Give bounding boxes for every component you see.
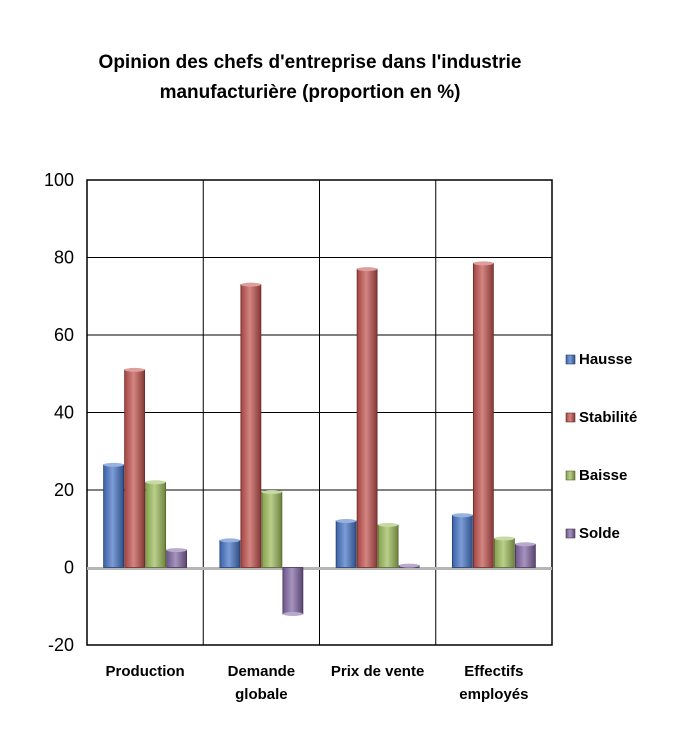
- bar-cap: [378, 522, 399, 527]
- bar-stabilité: [240, 284, 262, 568]
- y-tick-label: 20: [54, 480, 74, 500]
- legend: Hausse Stabilité Baisse Solde: [565, 351, 637, 542]
- bar-cap: [166, 548, 187, 553]
- bar-cap: [452, 513, 473, 518]
- bar-cap: [494, 536, 515, 541]
- legend-swatch: [565, 354, 576, 365]
- x-category-label: employés: [459, 686, 528, 703]
- bar-baisse: [145, 481, 167, 568]
- legend-swatch: [565, 528, 576, 539]
- legend-label: Baisse: [579, 467, 627, 484]
- bar-hausse: [219, 539, 241, 568]
- chart-title: Opinion des chefs d'entreprise dans l'in…: [0, 48, 620, 108]
- bar-baisse: [377, 524, 399, 568]
- bar-cap: [261, 489, 282, 494]
- x-category-label: Effectifs: [464, 663, 523, 680]
- y-tick-label: 0: [64, 558, 74, 578]
- bar-cap: [124, 367, 145, 372]
- bar-cap: [399, 563, 420, 568]
- bar-hausse: [451, 514, 473, 568]
- x-category-label: Prix de vente: [331, 663, 424, 680]
- bar-cap: [336, 519, 357, 523]
- bar-cap: [145, 480, 166, 485]
- legend-label: Hausse: [579, 351, 632, 368]
- bar-hausse: [335, 520, 357, 568]
- y-tick-label: 40: [54, 403, 74, 423]
- bar-cap: [219, 538, 240, 543]
- bar-baisse: [261, 491, 283, 568]
- x-category-label: globale: [235, 686, 288, 703]
- chart-title-line-1: Opinion des chefs d'entreprise dans l'in…: [98, 52, 522, 73]
- bar-solde: [282, 567, 304, 615]
- bar-solde: [514, 543, 536, 568]
- y-tick-label: -20: [48, 635, 74, 655]
- x-category-label: Production: [106, 663, 185, 680]
- bar-cap: [240, 282, 261, 287]
- bar-cap: [357, 267, 378, 272]
- y-axis-ticks: -20 0 20 40 60 80 100: [44, 170, 74, 655]
- bar-cap: [103, 462, 124, 467]
- bar-hausse: [103, 464, 125, 568]
- chart-title-line-2: manufacturière (proportion en %): [159, 82, 461, 103]
- y-tick-label: 100: [44, 170, 74, 190]
- bar-stabilité: [124, 369, 146, 568]
- bar-cap: [473, 261, 494, 266]
- legend-label: Solde: [579, 525, 620, 542]
- x-axis-categories: Production Demande globale Prix de vente Eff…: [106, 663, 529, 703]
- bar-baisse: [493, 538, 515, 568]
- bar-solde: [166, 549, 188, 568]
- bar-stabilité: [356, 268, 378, 568]
- bar-cap: [515, 542, 536, 547]
- legend-label: Stabilité: [579, 409, 637, 426]
- y-tick-label: 60: [54, 325, 74, 345]
- bar-cap: [282, 612, 303, 616]
- legend-swatch: [565, 412, 576, 423]
- bar-stabilité: [472, 262, 494, 568]
- y-tick-label: 80: [54, 248, 74, 268]
- legend-swatch: [565, 470, 576, 481]
- bars: [103, 261, 536, 616]
- x-category-label: Demande: [228, 663, 296, 680]
